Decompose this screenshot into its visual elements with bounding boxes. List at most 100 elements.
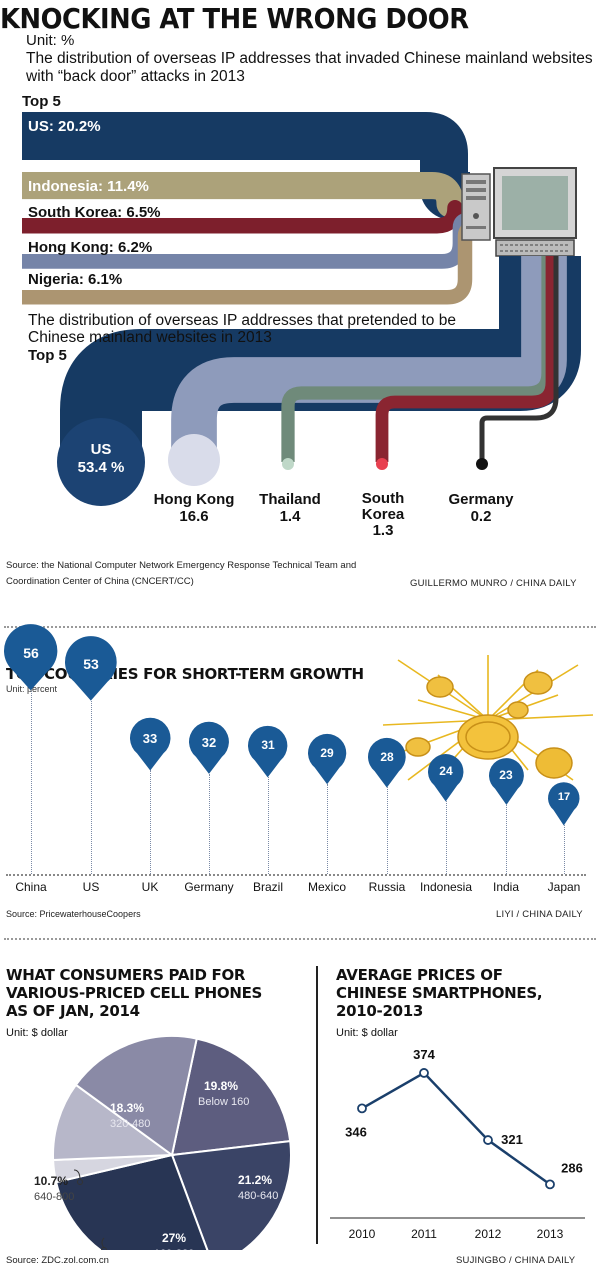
pin-value: 53 <box>83 656 99 673</box>
top5-label-b: Top 5 <box>28 347 67 364</box>
point-2013 <box>545 1179 555 1190</box>
pie-label: 640-800 <box>34 1191 74 1203</box>
bar-south-korea <box>22 200 471 234</box>
pin-germany: 32 <box>189 721 229 774</box>
subtitle-backdoor: The distribution of overseas IP addresse… <box>26 50 593 85</box>
country-label-japan: Japan <box>547 880 581 894</box>
country-label-brazil: Brazil <box>252 880 283 894</box>
value-label-2012: 321 <box>501 1132 523 1147</box>
pie-label: 480-640 <box>238 1190 278 1202</box>
network-diagram <box>22 112 581 506</box>
country-label-russia: Russia <box>368 880 406 894</box>
tick-label-2010: 2010 <box>349 1227 376 1241</box>
pie-pct: 19.8% <box>204 1079 238 1093</box>
pin-value: 23 <box>499 768 513 783</box>
pin-stem <box>446 801 447 874</box>
bar-label-nigeria: Nigeria: 6.1% <box>28 271 123 288</box>
bar-label-south-korea: South Korea: 6.5% <box>28 204 161 221</box>
pin-stem <box>327 783 328 874</box>
pin-japan: 17 <box>548 782 580 826</box>
pin-india: 23 <box>488 757 524 805</box>
pie-slice-640-800 <box>52 1083 175 1162</box>
computer-icon <box>461 167 577 257</box>
value-label-2010: 346 <box>345 1124 367 1139</box>
pin-value: 24 <box>439 764 453 779</box>
unit-label: Unit: % <box>26 32 75 49</box>
pin-stem <box>91 701 92 874</box>
point-2012 <box>483 1135 493 1145</box>
pie-chart: 19.8%Below 16021.2%480-64027%160-3203%Ab… <box>34 1035 292 1250</box>
country-label-india: India <box>492 880 520 894</box>
country-label-china: China <box>15 880 47 894</box>
bar-label-us: US: 20.2% <box>28 118 101 135</box>
drop-label-germany: Germany 0.2 <box>448 491 514 525</box>
pin-us: 53 <box>65 636 117 702</box>
drop-label-thailand: Thailand 1.4 <box>259 491 321 525</box>
subtitle-pretend: The distribution of overseas IP addresse… <box>28 312 456 346</box>
source-zdc: Source: ZDC.zol.com.cn <box>6 1255 109 1266</box>
tick-label-2013: 2013 <box>537 1227 564 1241</box>
pin-stem <box>209 773 210 874</box>
pie-slice-160-320 <box>54 1153 209 1250</box>
divider <box>4 938 596 940</box>
growth-chart: 56 China 53 US 33 UK 32 Germany 31 Brazil 29 Mexico… <box>4 624 586 894</box>
point-2011 <box>419 1068 429 1078</box>
leader-dot <box>77 1179 83 1185</box>
pie-label: Below 160 <box>198 1096 249 1108</box>
pie-pct: 21.2% <box>238 1173 272 1187</box>
drop-label-hong-kong: Hong Kong 16.6 <box>153 491 235 525</box>
pin-value: 56 <box>23 645 39 662</box>
credit-liyi: LIYI / CHINA DAILY <box>496 909 583 920</box>
pin-value: 28 <box>380 749 394 764</box>
drop-label-us: US 53.4 % <box>77 441 125 476</box>
pie-slice-below-160 <box>170 1037 292 1157</box>
pin-brazil: 31 <box>248 725 288 778</box>
point-2010 <box>357 1103 367 1114</box>
divider <box>4 626 596 628</box>
pin-value: 29 <box>320 745 334 760</box>
pin-uk: 33 <box>129 717 171 771</box>
tick-label-2011: 2011 <box>411 1227 437 1241</box>
pie-slice-320-480 <box>74 1035 198 1157</box>
leader-line <box>73 1169 81 1181</box>
bar-label-indonesia: Indonesia: 11.4% <box>28 178 149 195</box>
growth-baseline <box>6 874 586 876</box>
drop-end-us <box>57 418 145 506</box>
line-chart: 346 2010 374 2011 321 2012 286 2013 <box>330 1047 585 1241</box>
pin-stem <box>506 804 507 874</box>
bar-label-hong-kong: Hong Kong: 6.2% <box>28 239 153 256</box>
country-label-germany: Germany <box>184 880 234 894</box>
pin-value: 17 <box>557 790 571 803</box>
leader-line <box>101 1237 105 1249</box>
section-divider <box>316 966 318 1244</box>
credit-munro: GUILLERMO MUNRO / CHINA DAILY <box>410 578 577 589</box>
pin-stem <box>268 777 269 874</box>
pin-russia: 28 <box>368 737 406 788</box>
pin-stem <box>31 690 32 874</box>
pie-pct: 10.7% <box>34 1174 68 1188</box>
drop-label-south-korea: South Korea 1.3 <box>361 490 405 539</box>
country-label-mexico: Mexico <box>307 880 346 894</box>
pin-stem <box>150 770 151 874</box>
coins-illustration <box>382 655 594 781</box>
drop-end-south-korea <box>376 458 388 470</box>
drop-end-hong-kong <box>168 434 220 486</box>
pie-label: 320-480 <box>110 1118 150 1130</box>
pin-value: 31 <box>261 738 275 753</box>
pie-pct: 27% <box>162 1231 186 1245</box>
source-pwc: Source: PricewaterhouseCoopers <box>6 909 141 919</box>
line-title: AVERAGE PRICES OF CHINESE SMARTPHONES, 2… <box>336 966 543 1020</box>
source-cncert: Source: the National Computer Network Em… <box>6 560 357 587</box>
drop-germany <box>479 256 559 462</box>
line-unit: Unit: $ dollar <box>336 1027 398 1039</box>
leader-dot <box>101 1247 107 1250</box>
country-label-uk: UK <box>141 880 159 894</box>
pin-stem <box>387 787 388 874</box>
price-line <box>361 1071 551 1186</box>
country-label-us: US <box>82 880 100 894</box>
value-label-2013: 286 <box>561 1160 583 1175</box>
pin-indonesia: 24 <box>428 753 464 802</box>
top5-label-a: Top 5 <box>22 93 61 110</box>
drop-south-korea <box>375 256 559 462</box>
pin-value: 33 <box>142 730 158 746</box>
